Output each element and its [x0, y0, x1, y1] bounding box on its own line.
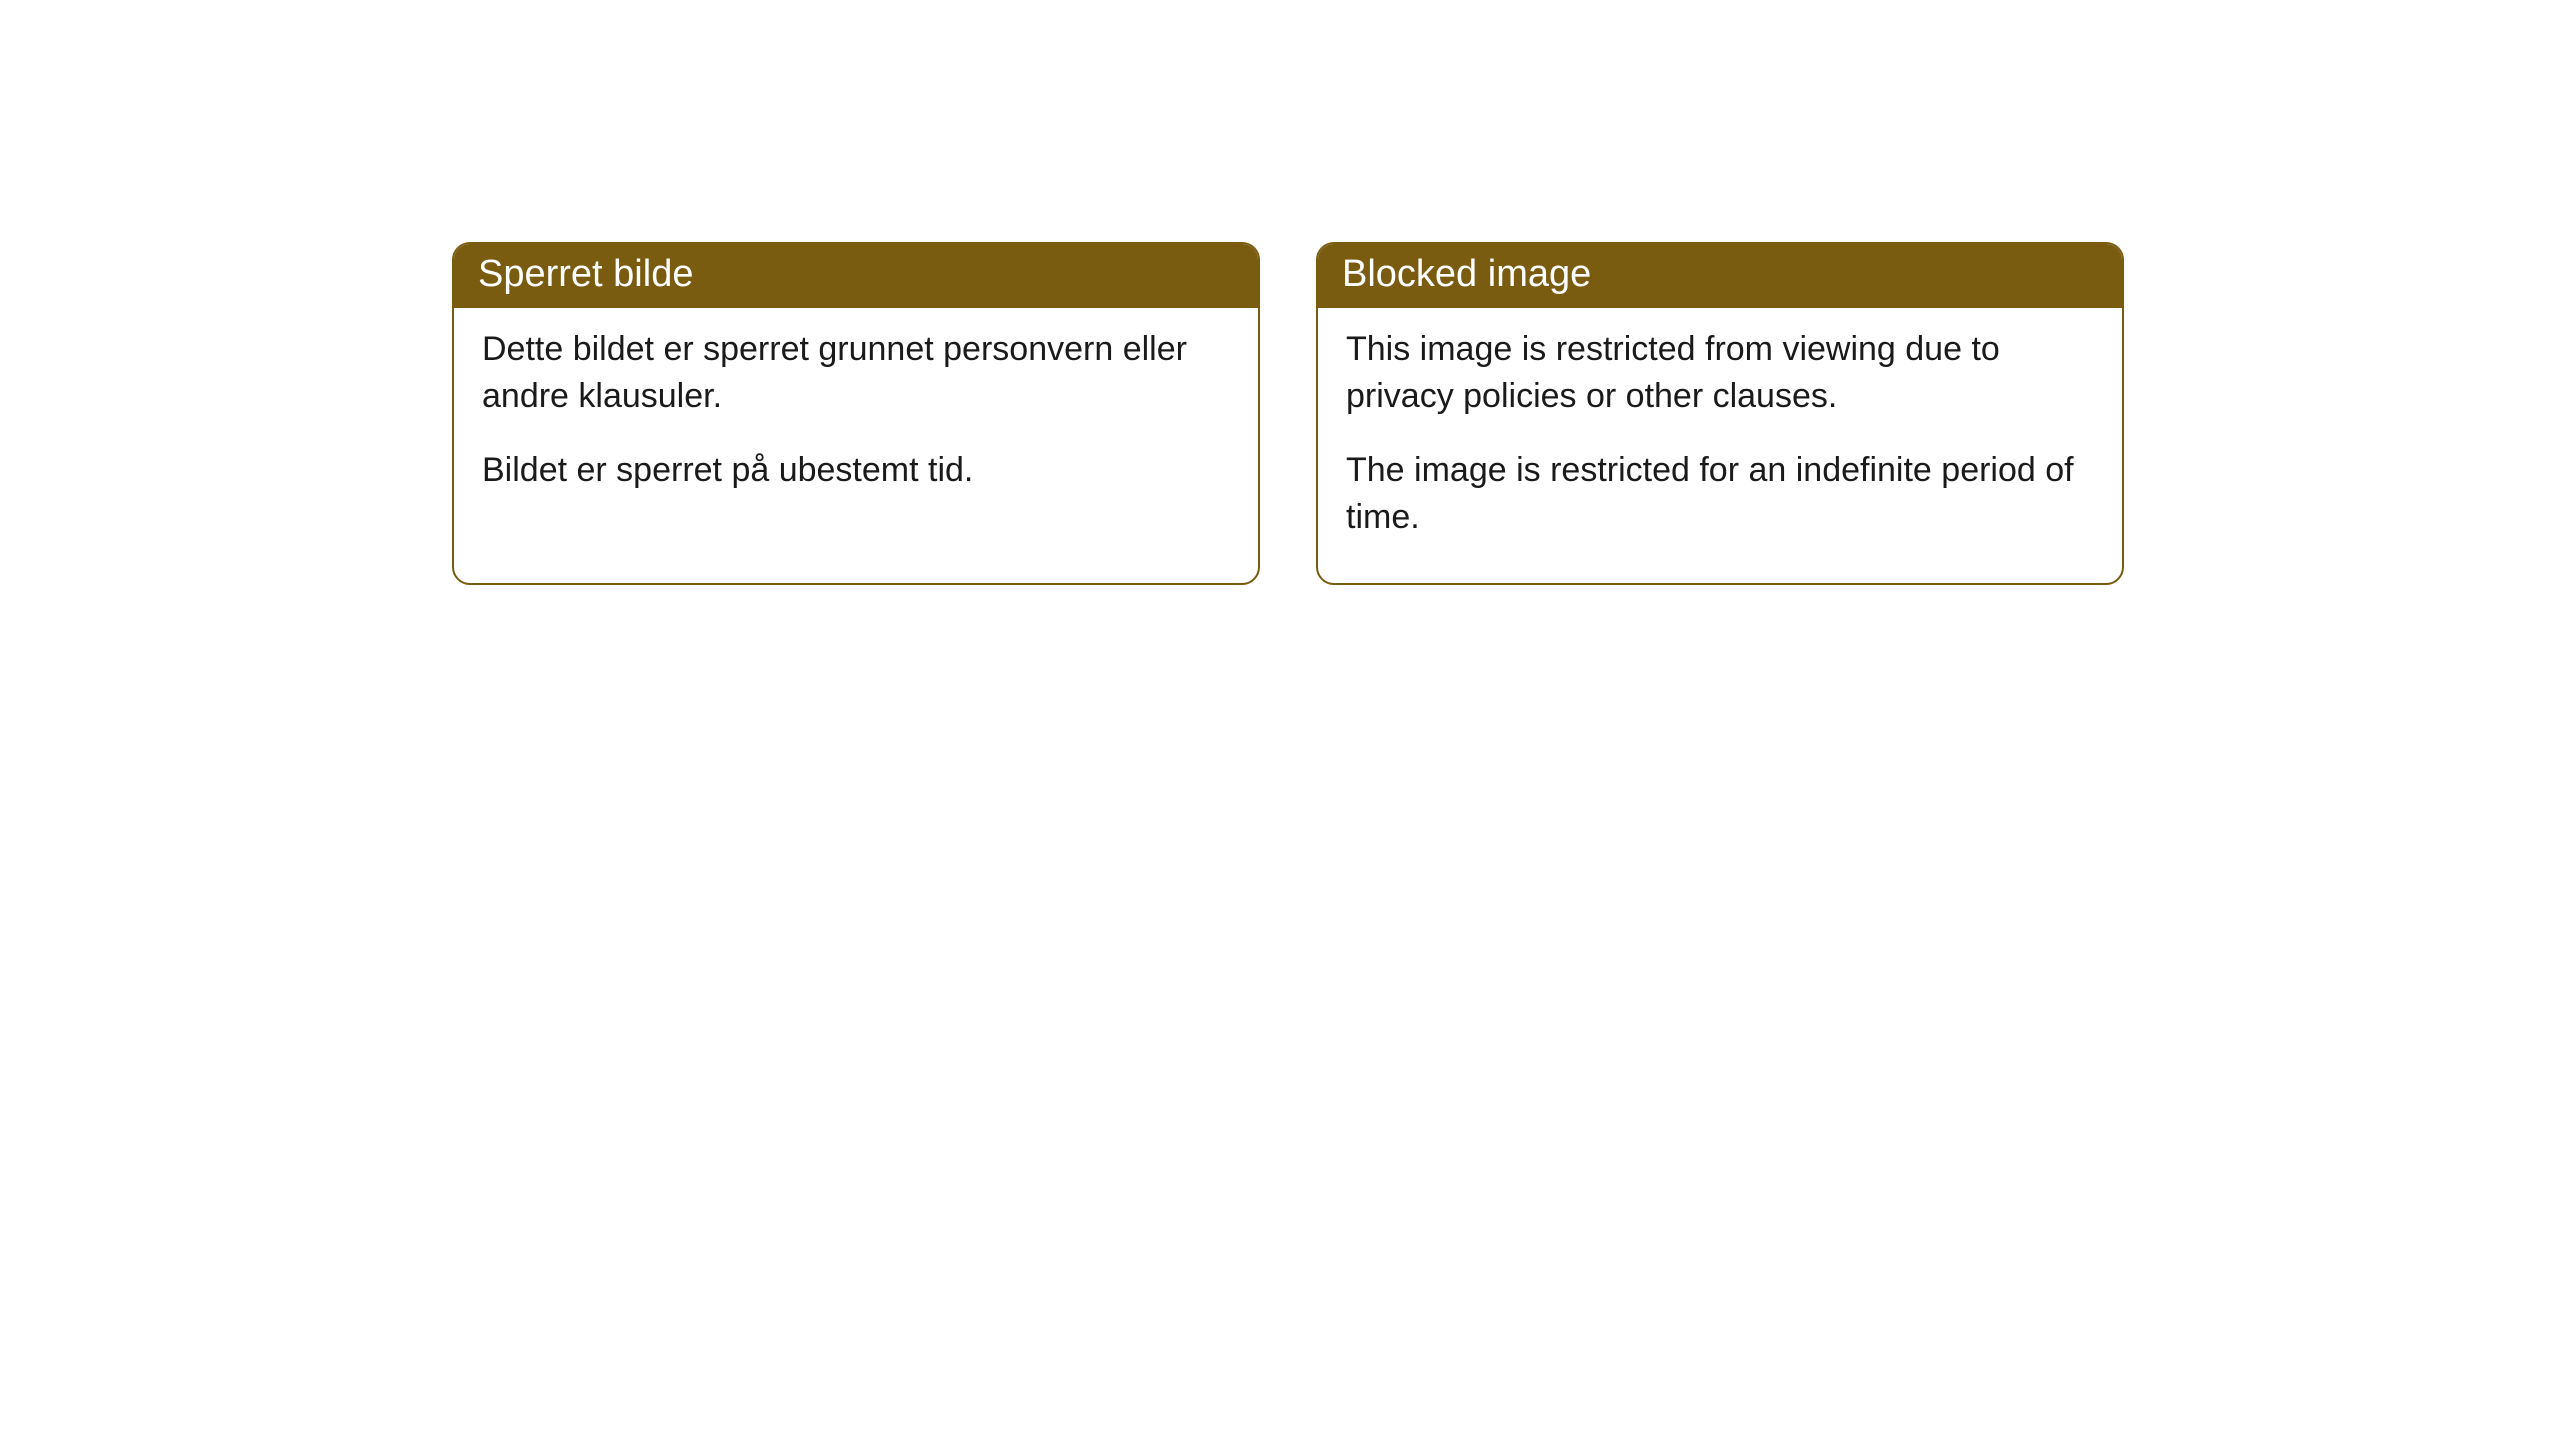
blocked-image-card-norwegian: Sperret bilde Dette bildet er sperret gr… [452, 242, 1260, 585]
card-header-english: Blocked image [1318, 244, 2122, 308]
card-text-english-2: The image is restricted for an indefinit… [1346, 447, 2094, 541]
card-text-norwegian-2: Bildet er sperret på ubestemt tid. [482, 447, 1230, 494]
card-text-norwegian-1: Dette bildet er sperret grunnet personve… [482, 326, 1230, 420]
card-text-english-1: This image is restricted from viewing du… [1346, 326, 2094, 420]
blocked-image-card-english: Blocked image This image is restricted f… [1316, 242, 2124, 585]
card-body-english: This image is restricted from viewing du… [1318, 308, 2122, 584]
card-header-norwegian: Sperret bilde [454, 244, 1258, 308]
notice-container: Sperret bilde Dette bildet er sperret gr… [452, 242, 2124, 585]
card-body-norwegian: Dette bildet er sperret grunnet personve… [454, 308, 1258, 537]
